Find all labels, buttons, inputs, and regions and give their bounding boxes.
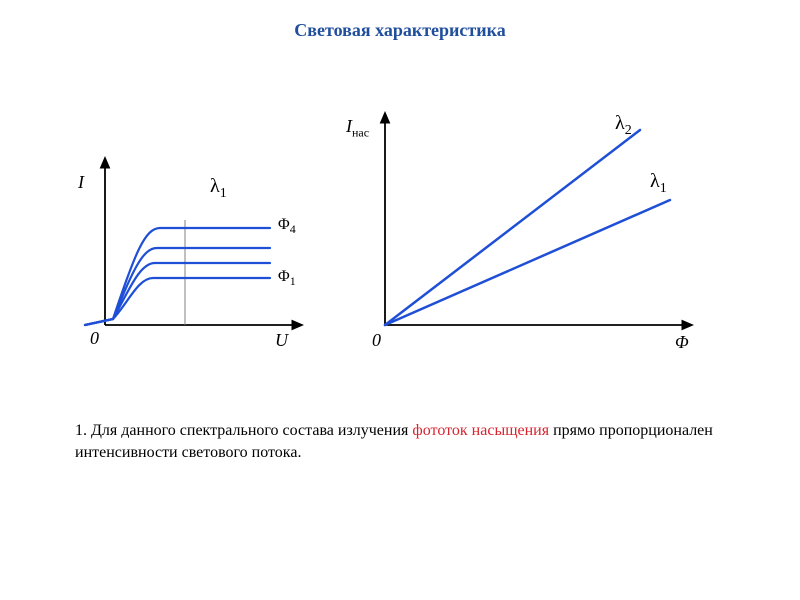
right-origin-label: 0: [372, 330, 381, 351]
left-chart-svg: [70, 150, 310, 360]
left-phi4-label: Φ4: [278, 216, 296, 237]
right-lambda1-label: λ1: [650, 170, 667, 197]
right-x-label: Φ: [675, 332, 689, 353]
right-y-label: Iнас: [346, 116, 369, 141]
right-lambda2-label: λ2: [615, 112, 632, 139]
left-y-label: I: [78, 172, 84, 193]
charts-row: I 0 U λ1 Φ4 Φ1 Iнас 0 Φ λ2 λ1: [70, 110, 700, 365]
left-origin-label: 0: [90, 328, 99, 349]
right-chart: Iнас 0 Φ λ2 λ1: [340, 110, 700, 365]
right-chart-svg: [340, 110, 700, 360]
caption-text: 1. Для данного спектрального состава изл…: [75, 420, 725, 465]
left-lambda1-label: λ1: [210, 175, 227, 202]
caption-highlight: фототок насыщения: [412, 422, 549, 439]
left-phi1-label: Φ1: [278, 268, 296, 289]
page-title: Световая характеристика: [0, 20, 800, 41]
caption-prefix: 1. Для данного спектрального состава изл…: [75, 422, 412, 439]
left-x-label: U: [275, 330, 288, 351]
left-chart: I 0 U λ1 Φ4 Φ1: [70, 150, 310, 405]
